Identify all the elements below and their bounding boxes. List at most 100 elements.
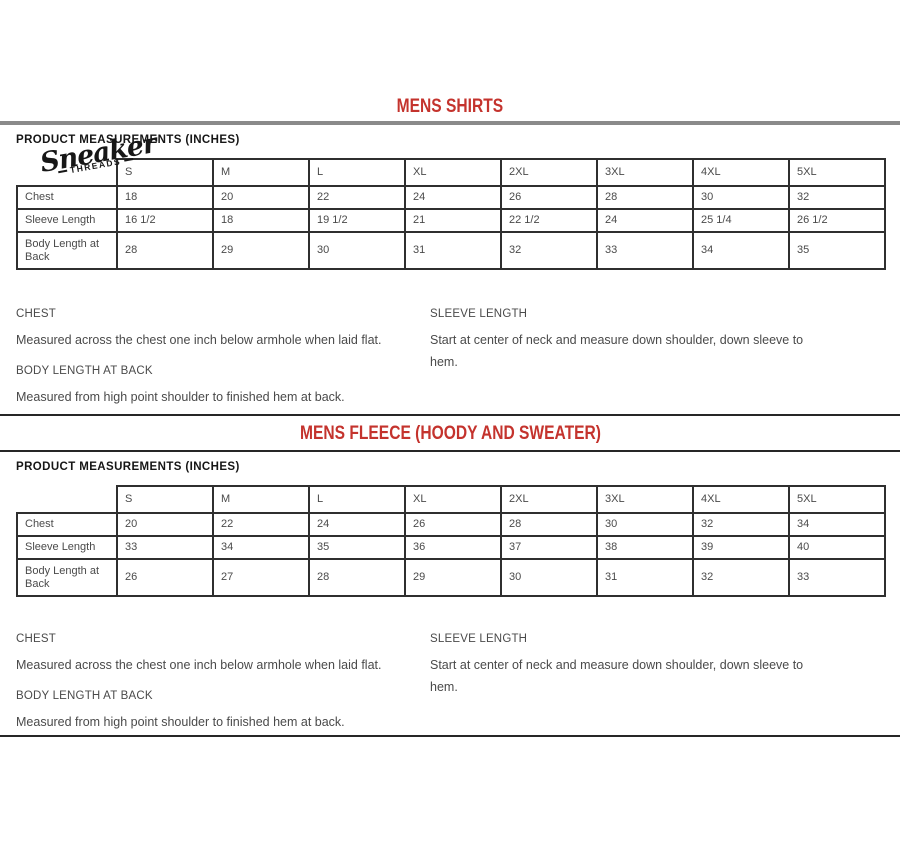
row-label: Chest: [16, 185, 118, 210]
table-cell: 39: [692, 535, 790, 560]
divider-bottom: [0, 735, 900, 737]
definition-body-length: BODY LENGTH AT BACK Measured from high p…: [16, 365, 430, 408]
size-column-header: 5XL: [788, 158, 886, 187]
table-cell: 32: [692, 558, 790, 597]
table-cell: 33: [116, 535, 214, 560]
definition-description: Start at center of neck and measure down…: [430, 333, 804, 369]
size-column-header: 4XL: [692, 485, 790, 514]
table-cell: 21: [404, 208, 502, 233]
size-column-header: 2XL: [500, 485, 598, 514]
definition-description: Measured across the chest one inch below…: [16, 333, 382, 347]
table-cell: 29: [404, 558, 502, 597]
table-cell: 34: [212, 535, 310, 560]
table-cell: 35: [788, 231, 886, 270]
table-cell: 20: [116, 512, 214, 537]
size-column-header: M: [212, 158, 310, 187]
definition-term: BODY LENGTH AT BACK: [16, 690, 153, 702]
definition-description: Measured across the chest one inch below…: [16, 658, 382, 672]
table-cell: 26 1/2: [788, 208, 886, 233]
divider-above-fleece-title: [0, 414, 900, 416]
table-header-row: S M L XL 2XL 3XL 4XL 5XL: [17, 485, 886, 514]
size-column-header: 2XL: [500, 158, 598, 187]
table-cell: 25 1/4: [692, 208, 790, 233]
size-column-header: 3XL: [596, 158, 694, 187]
table-cell: 18: [212, 208, 310, 233]
row-label: Body Length at Back: [16, 558, 118, 597]
table-cell: 27: [212, 558, 310, 597]
shirts-size-table: S M L XL 2XL 3XL 4XL 5XL Chest 18 20 22 …: [16, 158, 886, 270]
definition-sleeve-length: SLEEVE LENGTH Start at center of neck an…: [430, 308, 830, 373]
definition-term: SLEEVE LENGTH: [430, 633, 528, 645]
measurements-heading-fleece: PRODUCT MEASUREMENTS (INCHES): [16, 461, 240, 473]
table-cell: 28: [308, 558, 406, 597]
fleece-size-table: S M L XL 2XL 3XL 4XL 5XL Chest 20 22 24 …: [16, 485, 886, 597]
table-cell: 22: [308, 185, 406, 210]
table-cell: 35: [308, 535, 406, 560]
table-row-chest: Chest 18 20 22 24 26 28 30 32: [16, 185, 886, 210]
definition-chest: CHEST Measured across the chest one inch…: [16, 308, 430, 351]
table-cell: 34: [692, 231, 790, 270]
section-title-mens-fleece: MENS FLEECE (HOODY AND SWEATER): [299, 423, 601, 444]
table-cell: 24: [404, 185, 502, 210]
definition-chest: CHEST Measured across the chest one inch…: [16, 633, 430, 676]
definition-sleeve-length: SLEEVE LENGTH Start at center of neck an…: [430, 633, 830, 698]
size-column-header: L: [308, 485, 406, 514]
table-cell: 24: [308, 512, 406, 537]
size-column-header: 5XL: [788, 485, 886, 514]
table-cell: 22: [212, 512, 310, 537]
table-row-sleeve-length: Sleeve Length 16 1/2 18 19 1/2 21 22 1/2…: [16, 208, 886, 233]
table-cell: 22 1/2: [500, 208, 598, 233]
row-label: Sleeve Length: [16, 535, 118, 560]
size-column-header: S: [116, 485, 214, 514]
table-cell: 16 1/2: [116, 208, 214, 233]
definition-term: CHEST: [16, 308, 56, 320]
definitions-fleece: CHEST Measured across the chest one inch…: [16, 633, 884, 733]
definition-description: Measured from high point shoulder to fin…: [16, 390, 345, 404]
size-column-header: 3XL: [596, 485, 694, 514]
table-cell: 33: [788, 558, 886, 597]
table-corner-cell: [17, 486, 117, 513]
table-cell: 30: [500, 558, 598, 597]
table-cell: 19 1/2: [308, 208, 406, 233]
table-cell: 18: [116, 185, 214, 210]
table-cell: 34: [788, 512, 886, 537]
table-row-chest: Chest 20 22 24 26 28 30 32 34: [16, 512, 886, 537]
row-label: Body Length at Back: [16, 231, 118, 270]
table-cell: 33: [596, 231, 694, 270]
table-cell: 32: [500, 231, 598, 270]
table-cell: 31: [596, 558, 694, 597]
definition-term: CHEST: [16, 633, 56, 645]
size-column-header: XL: [404, 158, 502, 187]
table-cell: 24: [596, 208, 694, 233]
divider-under-fleece-title: [0, 450, 900, 452]
table-header-row: S M L XL 2XL 3XL 4XL 5XL: [17, 158, 886, 187]
table-row-sleeve-length: Sleeve Length 33 34 35 36 37 38 39 40: [16, 535, 886, 560]
table-cell: 28: [596, 185, 694, 210]
table-cell: 28: [116, 231, 214, 270]
table-row-body-length: Body Length at Back 28 29 30 31 32 33 34…: [16, 231, 886, 270]
table-cell: 30: [692, 185, 790, 210]
table-cell: 30: [596, 512, 694, 537]
table-cell: 28: [500, 512, 598, 537]
table-cell: 26: [500, 185, 598, 210]
definition-description: Start at center of neck and measure down…: [430, 658, 804, 694]
definition-description: Measured from high point shoulder to fin…: [16, 715, 345, 729]
table-cell: 20: [212, 185, 310, 210]
table-cell: 26: [116, 558, 214, 597]
table-cell: 30: [308, 231, 406, 270]
definitions-shirts: CHEST Measured across the chest one inch…: [16, 308, 884, 408]
table-cell: 37: [500, 535, 598, 560]
definition-body-length: BODY LENGTH AT BACK Measured from high p…: [16, 690, 430, 733]
size-column-header: S: [116, 158, 214, 187]
definition-term: SLEEVE LENGTH: [430, 308, 528, 320]
table-cell: 26: [404, 512, 502, 537]
table-cell: 29: [212, 231, 310, 270]
table-cell: 32: [692, 512, 790, 537]
section-title-mens-shirts: MENS SHIRTS: [396, 96, 504, 117]
table-cell: 36: [404, 535, 502, 560]
measurements-heading-shirts: PRODUCT MEASUREMENTS (INCHES): [16, 134, 240, 146]
row-label: Sleeve Length: [16, 208, 118, 233]
definition-term: BODY LENGTH AT BACK: [16, 365, 153, 377]
row-label: Chest: [16, 512, 118, 537]
size-column-header: L: [308, 158, 406, 187]
